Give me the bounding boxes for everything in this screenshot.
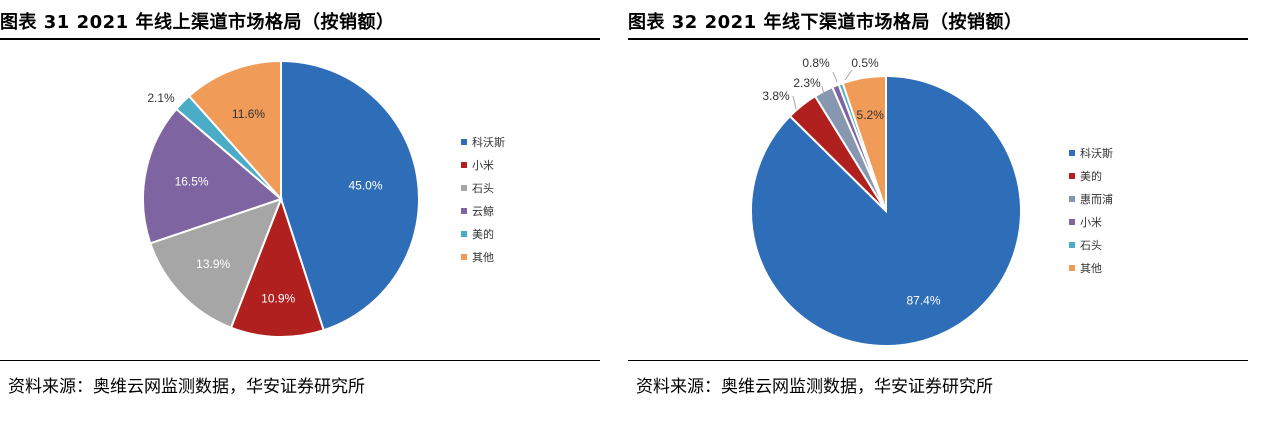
right-legend-label-2: 美的 xyxy=(1080,169,1102,183)
left-legend-swatch-3 xyxy=(461,185,467,191)
left-legend-swatch-5 xyxy=(461,231,467,237)
right-data-label-5: 0.5% xyxy=(851,56,879,70)
right-legend-swatch-4 xyxy=(1069,219,1075,225)
left-pie-chart: 45.0% 10.9% 13.9% 16.5% 2.1% 11.6% 科沃斯小米石头云鲸美的… xyxy=(142,59,505,338)
left-legend-label-1: 科沃斯 xyxy=(472,135,505,149)
right-leader-line-2 xyxy=(792,95,797,110)
left-pie-slices xyxy=(142,59,420,338)
right-legend-label-6: 其他 xyxy=(1080,262,1102,275)
left-data-label-3: 13.9% xyxy=(196,257,230,271)
left-legend-label-2: 小米 xyxy=(472,159,494,172)
left-data-label-2: 10.9% xyxy=(261,291,295,305)
left-data-label-5: 2.1% xyxy=(147,91,175,105)
left-slice-6 xyxy=(187,59,282,202)
left-legend-label-5: 美的 xyxy=(472,227,494,241)
right-leader-line-4 xyxy=(832,71,838,83)
right-data-label-4: 0.8% xyxy=(802,56,830,70)
right-legend-label-5: 石头 xyxy=(1080,239,1102,252)
right-legend-swatch-1 xyxy=(1069,150,1075,156)
left-bottom-rule xyxy=(0,360,600,361)
left-legend-swatch-6 xyxy=(461,254,467,260)
right-bottom-rule xyxy=(628,360,1248,361)
left-chart-title: 图表 31 2021 年线上渠道市场格局（按销额） xyxy=(0,12,395,33)
right-legend-swatch-5 xyxy=(1069,242,1075,248)
left-slice-3 xyxy=(149,197,283,329)
right-data-label-2: 3.8% xyxy=(762,89,790,103)
left-data-label-1: 45.0% xyxy=(348,179,382,193)
left-slice-2 xyxy=(229,196,325,338)
right-leader-line-5 xyxy=(844,69,853,81)
right-legend-label-4: 小米 xyxy=(1080,216,1102,229)
left-legend-swatch-4 xyxy=(461,208,467,214)
right-chart-panel: 图表 32 2021 年线下渠道市场格局（按销额） 87.4% 3.8% 2.3% 0… xyxy=(628,0,1248,421)
right-data-label-1: 87.4% xyxy=(906,294,940,308)
right-pie-slices xyxy=(749,74,1022,347)
right-legend-swatch-6 xyxy=(1069,265,1075,271)
right-legend-label-3: 惠而浦 xyxy=(1080,192,1113,206)
right-data-label-6: 5.2% xyxy=(857,108,885,122)
left-chart-panel: 图表 31 2021 年线上渠道市场格局（按销额） 45.0% 10.9% 13.9… xyxy=(0,0,600,421)
right-slice-6 xyxy=(841,74,887,212)
right-legend-label-1: 科沃斯 xyxy=(1080,146,1113,160)
right-data-label-3: 2.3% xyxy=(793,76,821,90)
left-source-note: 资料来源：奥维云网监测数据，华安证券研究所 xyxy=(8,377,365,397)
left-legend-label-4: 云鲸 xyxy=(472,204,494,218)
left-top-rule xyxy=(0,38,600,40)
left-legend-swatch-1 xyxy=(461,139,467,145)
right-source-note: 资料来源：奥维云网监测数据，华安证券研究所 xyxy=(636,377,993,397)
left-legend-label-6: 其他 xyxy=(472,251,494,264)
left-legend-label-3: 石头 xyxy=(472,182,494,195)
right-leader-line-3 xyxy=(821,85,825,96)
right-top-rule xyxy=(628,38,1248,40)
left-slice-1 xyxy=(280,59,420,332)
right-legend-swatch-3 xyxy=(1069,196,1075,202)
left-data-label-6: 11.6% xyxy=(232,107,265,121)
left-data-label-4: 16.5% xyxy=(175,175,209,189)
left-legend-swatch-2 xyxy=(461,162,467,168)
right-legend-swatch-2 xyxy=(1069,173,1075,179)
left-slice-4 xyxy=(142,107,283,245)
right-chart-title: 图表 32 2021 年线下渠道市场格局（按销额） xyxy=(628,12,1023,33)
